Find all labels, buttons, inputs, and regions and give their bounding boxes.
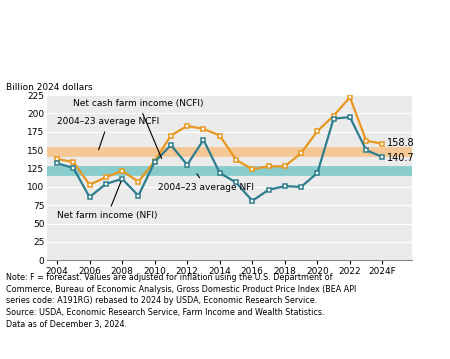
Text: U.S. net farm income and net cash farm income, inflation
adjusted, 2004–24F: U.S. net farm income and net cash farm i…: [6, 19, 387, 50]
Text: 140.7: 140.7: [387, 153, 415, 163]
Text: Net cash farm income (NCFI): Net cash farm income (NCFI): [73, 99, 204, 159]
Text: Note: F = forecast. Values are adjusted for inflation using the U.S. Department : Note: F = forecast. Values are adjusted …: [6, 273, 356, 329]
Text: 158.8: 158.8: [387, 138, 415, 148]
Text: 2004–23 average NCFI: 2004–23 average NCFI: [57, 117, 159, 150]
Text: 2004–23 average NFI: 2004–23 average NFI: [158, 174, 254, 192]
Text: Billion 2024 dollars: Billion 2024 dollars: [6, 83, 93, 92]
Text: Net farm income (NFI): Net farm income (NFI): [57, 181, 158, 220]
